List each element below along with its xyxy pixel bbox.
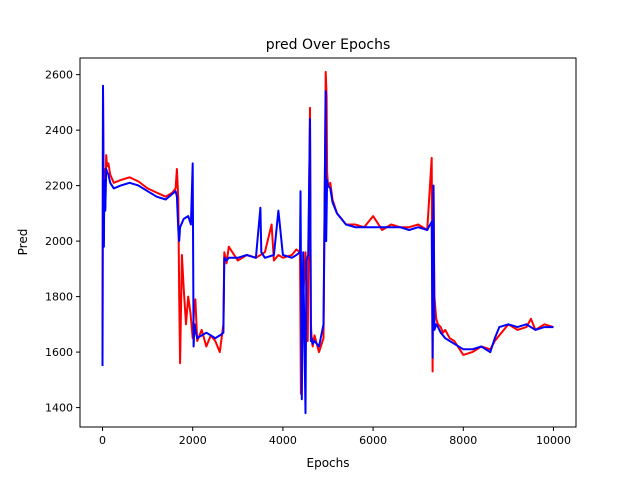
y-tick-label: 1600 — [45, 346, 73, 359]
y-tick-label: 2400 — [45, 124, 73, 137]
y-axis-ticks: 1400 1600 1800 2000 2200 2400 2600 — [45, 69, 80, 415]
y-tick-label: 2600 — [45, 69, 73, 82]
y-axis-label: Pred — [16, 229, 30, 256]
x-tick-label: 10000 — [536, 434, 571, 447]
series-layer — [101, 70, 554, 415]
x-tick-label: 2000 — [179, 434, 207, 447]
y-tick-label: 2000 — [45, 235, 73, 248]
x-tick-label: 4000 — [269, 434, 297, 447]
y-tick-label: 1800 — [45, 291, 73, 304]
x-axis-label: Epochs — [307, 456, 350, 470]
plot-frame — [79, 57, 577, 428]
x-tick-label: 8000 — [449, 434, 477, 447]
y-tick-label: 1400 — [45, 402, 73, 415]
x-tick-label: 6000 — [359, 434, 387, 447]
y-tick-label: 2200 — [45, 180, 73, 193]
chart-title: pred Over Epochs — [266, 37, 391, 53]
series-line-2 — [101, 84, 554, 415]
x-tick-label: 0 — [99, 434, 106, 447]
x-axis-ticks: 0 2000 4000 6000 8000 10000 — [99, 427, 571, 447]
